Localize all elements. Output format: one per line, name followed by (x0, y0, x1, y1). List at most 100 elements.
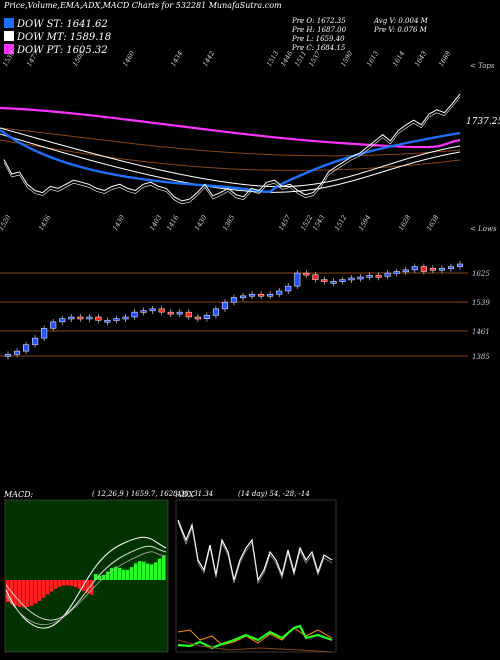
macd-hist-bar (122, 569, 126, 580)
macd-hist-bar (146, 563, 150, 580)
candle-body (32, 337, 39, 345)
candle-body (411, 266, 418, 271)
macd-hist-bar (142, 561, 146, 580)
quote-high: Pre H: 1687.00 (292, 26, 347, 34)
dow-mt-label: DOW MT: 1589.18 (17, 32, 112, 43)
dow-pt-label: DOW PT: 1605.32 (17, 45, 108, 56)
chart-title: Price,Volume,EMA,ADX,MACD Charts for 532… (4, 1, 282, 10)
candle-body (375, 275, 382, 278)
macd-hist-bar (14, 580, 18, 606)
quote-prev-volume: Pre V: 0.076 M (374, 26, 427, 34)
macd-hist-bar (18, 580, 22, 607)
adx-panel (177, 519, 333, 653)
candle-body (384, 272, 391, 277)
macd-hist-bar (106, 571, 110, 580)
candle-body (176, 311, 183, 315)
macd-hist-bar (86, 580, 90, 593)
candle-body (50, 321, 57, 329)
candle-body (429, 267, 436, 271)
macd-hist-bar (26, 580, 30, 607)
quote-low: Pre L: 1659.40 (292, 35, 345, 43)
tops-tag: < Tops (470, 62, 495, 70)
candle-body (185, 311, 192, 318)
macd-extra-line (5, 551, 167, 625)
dow-mt-swatch (4, 31, 14, 41)
price-tick-label: 1625 (472, 270, 490, 278)
candle-body (239, 295, 247, 299)
candle-body (321, 279, 328, 282)
candle-body (203, 315, 210, 319)
ema-panel: 1737.25 (0, 93, 500, 205)
candle-body (447, 266, 455, 269)
price-line (3, 93, 461, 202)
macd-hist-bar (158, 558, 162, 580)
candle-body (348, 277, 355, 281)
candle-body (276, 290, 283, 295)
macd-hist-bar (118, 567, 122, 580)
adx-label: ADX (176, 490, 194, 499)
ema-last-value: 1737.25 (466, 117, 500, 127)
candle-body (59, 318, 66, 323)
candle-body (13, 350, 21, 355)
ema-mid-line (0, 127, 461, 188)
macd-hist-bar (6, 580, 10, 602)
legend-dow-pt: DOW PT: 1605.32 (4, 44, 108, 56)
quote-close: Pre C: 1684.15 (292, 44, 346, 52)
legend-dow-mt: DOW MT: 1589.18 (4, 31, 111, 43)
macd-hist-bar (130, 567, 134, 580)
adx-params: (14 day) 54, -28, -14 (238, 490, 310, 498)
candle-body (285, 285, 292, 292)
macd-hist-bar (46, 580, 50, 595)
candle-body (230, 297, 238, 303)
candle-body (312, 274, 319, 280)
adx-panel-bg (175, 499, 337, 653)
candle-body (41, 328, 48, 339)
macd-hist-bar (154, 562, 158, 580)
macd-hist-bar (110, 568, 114, 580)
candle-body (357, 276, 364, 280)
macd-hist-bar (38, 580, 42, 601)
candle-body (267, 293, 274, 297)
adx-line-shadow (177, 521, 333, 584)
candle-body (330, 280, 337, 284)
macd-hist-bar (62, 580, 66, 586)
candle-body (140, 310, 147, 313)
candle-body (113, 318, 120, 321)
adx-line (177, 519, 333, 582)
candle-body (104, 319, 111, 323)
macd-hist-bar (22, 580, 26, 608)
candle-body (456, 263, 464, 267)
price-tick-label: 1539 (472, 299, 490, 307)
macd-params: ( 12,26,9 ) 1659.7, 1628.36, 31.34 (92, 490, 214, 498)
macd-panel (5, 536, 167, 629)
candle-body (393, 271, 400, 274)
candle-body (366, 275, 373, 278)
candle-body (23, 344, 30, 352)
macd-hist-bar (58, 580, 62, 587)
candle-body (4, 354, 12, 357)
macd-hist-bar (90, 580, 94, 595)
candle-body (420, 266, 427, 272)
candle-body (131, 311, 138, 318)
candle-body (95, 316, 102, 321)
ema-long-line (0, 106, 461, 149)
dow-st-swatch (4, 18, 14, 28)
macd-hist-bar (54, 580, 58, 589)
adx-plus-di-line (177, 624, 333, 650)
candle-body (438, 267, 445, 271)
dow-pt-swatch (4, 44, 14, 54)
macd-hist-bar (162, 555, 166, 580)
macd-hist-bar (94, 574, 98, 580)
quote-open: Pre O: 1672.35 (292, 17, 346, 25)
candle-body (68, 316, 75, 320)
candle-body (294, 272, 301, 287)
macd-hist-bar (66, 580, 70, 586)
macd-line (5, 536, 167, 629)
candle-body (122, 316, 129, 320)
ema-short-line (0, 129, 461, 194)
candle-panel: 1625 1539 1461 1385 (0, 261, 490, 361)
candle-body (77, 316, 84, 320)
candle-body (402, 269, 409, 273)
price-tick-label: 1385 (472, 353, 490, 361)
macd-hist-bar (34, 580, 38, 604)
